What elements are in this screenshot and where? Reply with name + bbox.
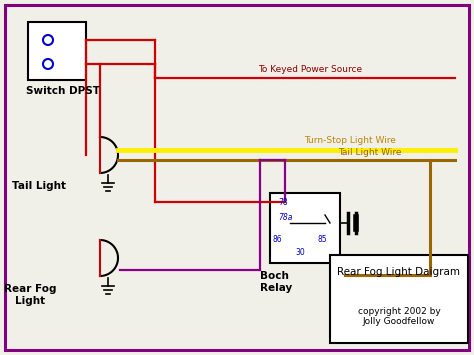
Bar bbox=[28, 22, 86, 80]
Text: Boch
Relay: Boch Relay bbox=[260, 271, 292, 293]
Text: 86: 86 bbox=[273, 235, 283, 244]
Bar bbox=[330, 255, 468, 343]
Text: 85: 85 bbox=[318, 235, 328, 244]
Text: Rear Fog
Light: Rear Fog Light bbox=[4, 284, 56, 306]
Text: Rear Fog Light Daigram: Rear Fog Light Daigram bbox=[337, 267, 461, 277]
Text: 78a: 78a bbox=[278, 213, 292, 222]
Bar bbox=[270, 193, 340, 263]
Text: 78: 78 bbox=[278, 198, 288, 207]
Text: Tail Light Wire: Tail Light Wire bbox=[338, 148, 402, 157]
Text: Turn-Stop Light Wire: Turn-Stop Light Wire bbox=[304, 136, 396, 145]
Text: 30: 30 bbox=[295, 248, 305, 257]
Text: Switch DPST: Switch DPST bbox=[26, 86, 100, 96]
Text: To Keyed Power Source: To Keyed Power Source bbox=[258, 65, 362, 74]
Text: copyright 2002 by
Jolly Goodfellow: copyright 2002 by Jolly Goodfellow bbox=[357, 307, 440, 326]
Text: Tail Light: Tail Light bbox=[12, 181, 66, 191]
